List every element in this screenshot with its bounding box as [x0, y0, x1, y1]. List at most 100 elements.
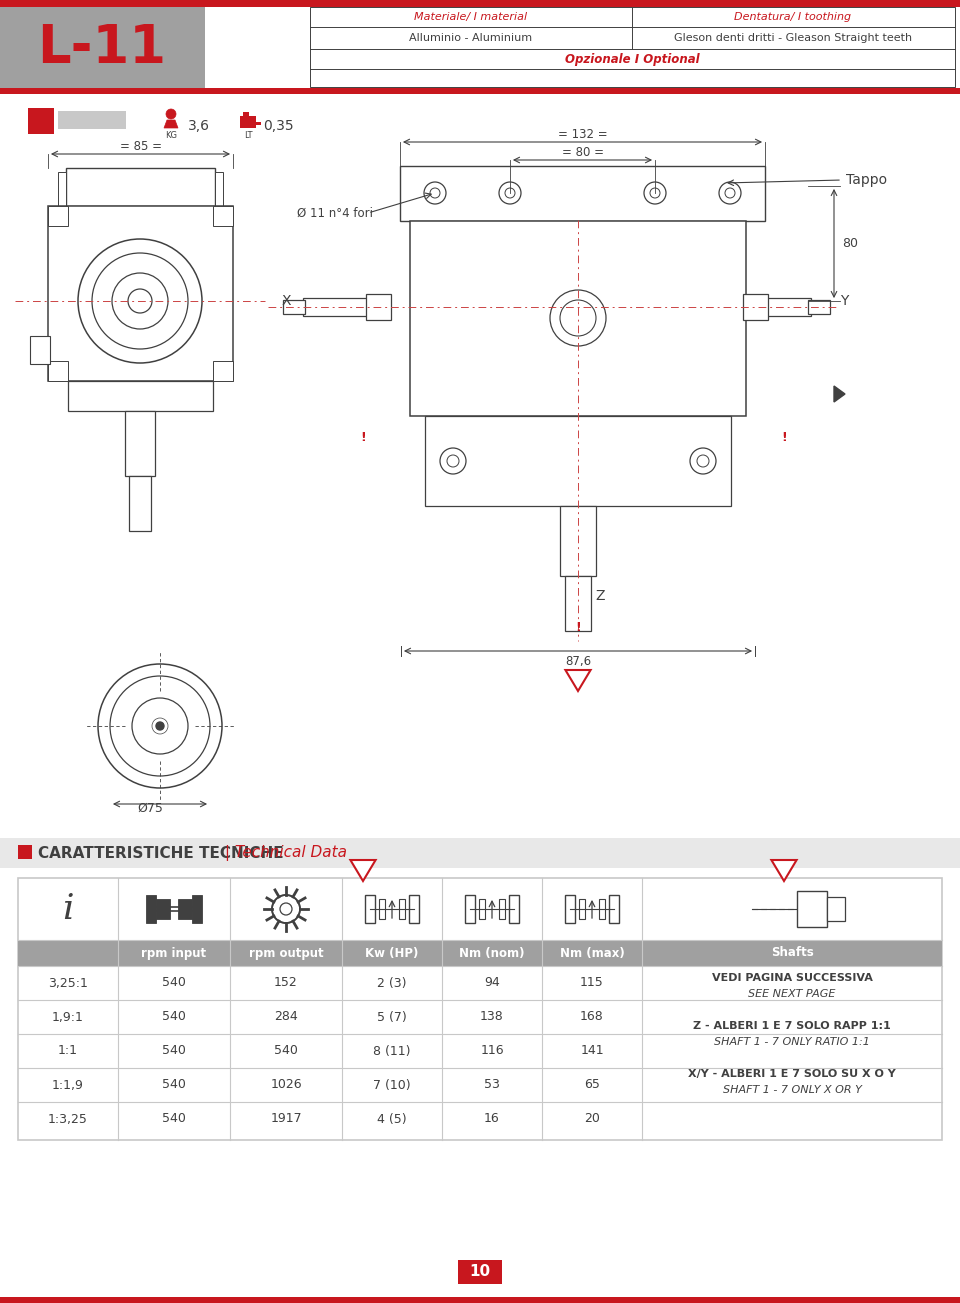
Text: 540: 540: [162, 1079, 186, 1092]
Text: 152: 152: [275, 976, 298, 989]
Text: 540: 540: [162, 1045, 186, 1058]
Text: 141: 141: [580, 1045, 604, 1058]
Text: Ø75: Ø75: [137, 801, 163, 814]
Text: Opzionale I Optional: Opzionale I Optional: [564, 52, 699, 65]
Text: CARATTERISTICHE TECNICHE: CARATTERISTICHE TECNICHE: [38, 846, 283, 860]
Bar: [808, 300, 830, 314]
Bar: [379, 899, 385, 919]
Bar: [458, 1260, 502, 1283]
Bar: [0, 7, 205, 89]
Bar: [156, 899, 170, 919]
Bar: [213, 206, 233, 225]
Polygon shape: [834, 386, 845, 403]
Text: X/Y - ALBERI 1 E 7 SOLO SU X O Y: X/Y - ALBERI 1 E 7 SOLO SU X O Y: [688, 1068, 896, 1079]
Circle shape: [697, 455, 709, 466]
Text: 65: 65: [584, 1079, 600, 1092]
Circle shape: [499, 182, 521, 205]
Bar: [215, 172, 223, 206]
Bar: [425, 416, 731, 506]
Text: 1:1: 1:1: [58, 1045, 78, 1058]
Bar: [146, 895, 156, 923]
Text: Materiale/ I material: Materiale/ I material: [415, 12, 528, 22]
Text: 16: 16: [484, 1113, 500, 1126]
Text: 138: 138: [480, 1011, 504, 1023]
Text: Shafts: Shafts: [771, 946, 813, 959]
Bar: [409, 895, 419, 923]
Text: VEDI PAGINA SUCCESSIVA: VEDI PAGINA SUCCESSIVA: [711, 973, 873, 982]
Bar: [0, 838, 960, 868]
Bar: [0, 1296, 960, 1303]
Bar: [827, 896, 845, 921]
Bar: [30, 336, 50, 364]
Text: 3,6: 3,6: [188, 119, 210, 133]
Bar: [499, 899, 505, 919]
Bar: [565, 576, 591, 631]
Circle shape: [280, 903, 292, 915]
Text: SEE NEXT PAGE: SEE NEXT PAGE: [748, 989, 836, 999]
Bar: [48, 206, 233, 380]
Bar: [243, 112, 249, 120]
Circle shape: [112, 274, 168, 328]
Bar: [465, 895, 475, 923]
Text: !: !: [781, 431, 787, 444]
Text: Kw (HP): Kw (HP): [366, 946, 419, 959]
Bar: [579, 899, 585, 919]
Text: 284: 284: [275, 1011, 298, 1023]
Text: 53: 53: [484, 1079, 500, 1092]
Text: 7 (10): 7 (10): [373, 1079, 411, 1092]
Bar: [303, 298, 368, 317]
Text: rpm input: rpm input: [141, 946, 206, 959]
Bar: [746, 298, 811, 317]
Text: Nm (max): Nm (max): [560, 946, 624, 959]
Text: 1:3,25: 1:3,25: [48, 1113, 88, 1126]
Text: 80: 80: [842, 237, 858, 250]
Text: Ø 11 n°4 fori: Ø 11 n°4 fori: [297, 206, 373, 219]
Bar: [560, 506, 596, 576]
Bar: [565, 895, 575, 923]
Circle shape: [505, 188, 515, 198]
Text: 1026: 1026: [270, 1079, 301, 1092]
Text: 540: 540: [162, 1113, 186, 1126]
Circle shape: [719, 182, 741, 205]
Text: X: X: [281, 294, 291, 308]
Text: Nm (nom): Nm (nom): [459, 946, 525, 959]
Bar: [48, 206, 68, 225]
Bar: [68, 380, 213, 410]
Circle shape: [550, 291, 606, 347]
Text: i: i: [62, 893, 74, 926]
Bar: [509, 895, 519, 923]
Circle shape: [272, 895, 300, 923]
Circle shape: [424, 182, 446, 205]
Circle shape: [110, 676, 210, 777]
Text: 540: 540: [162, 1011, 186, 1023]
Text: 116: 116: [480, 1045, 504, 1058]
Text: 115: 115: [580, 976, 604, 989]
Text: 87,6: 87,6: [564, 654, 591, 667]
Text: Dentatura/ I toothing: Dentatura/ I toothing: [734, 12, 852, 22]
Text: 4 (5): 4 (5): [377, 1113, 407, 1126]
Text: 0,35: 0,35: [263, 119, 294, 133]
Circle shape: [725, 188, 735, 198]
Polygon shape: [350, 860, 375, 881]
Text: Z: Z: [595, 589, 605, 603]
Bar: [599, 899, 605, 919]
Circle shape: [560, 300, 596, 336]
Bar: [410, 222, 746, 416]
Polygon shape: [772, 860, 797, 881]
Text: !: !: [360, 431, 366, 444]
Text: 1:1,9: 1:1,9: [52, 1079, 84, 1092]
Text: 94: 94: [484, 976, 500, 989]
Bar: [797, 891, 827, 926]
Bar: [18, 846, 32, 859]
Text: 3,25:1: 3,25:1: [48, 976, 88, 989]
Text: 1917: 1917: [270, 1113, 301, 1126]
Bar: [58, 172, 66, 206]
Text: 8 (11): 8 (11): [373, 1045, 411, 1058]
Circle shape: [430, 188, 440, 198]
Bar: [400, 165, 765, 222]
Bar: [310, 7, 955, 87]
Bar: [365, 895, 375, 923]
Polygon shape: [164, 120, 178, 128]
Bar: [251, 122, 261, 125]
Circle shape: [690, 448, 716, 474]
